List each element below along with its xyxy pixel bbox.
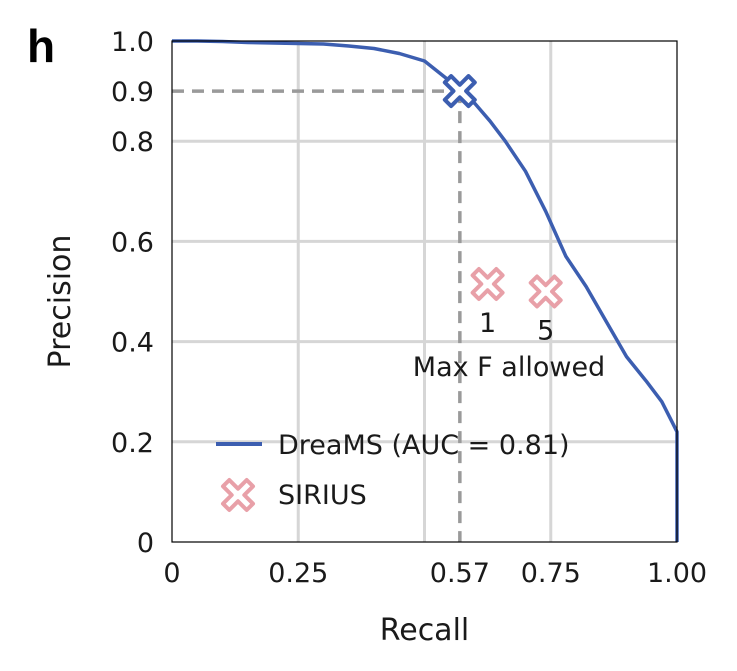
x-tick-labels: 0 0.25 0.57 0.75 1.00: [163, 558, 707, 589]
sirius-marker-1: [528, 274, 563, 309]
grid: [172, 41, 677, 542]
legend-label-dreams: DreaMS (AUC = 0.81): [278, 430, 570, 461]
y-tick-label-5: 0.9: [111, 77, 154, 108]
x-tick-label-0: 0: [163, 558, 180, 589]
y-tick-label-3: 0.6: [111, 227, 154, 258]
y-tick-label-6: 1.0: [111, 27, 154, 58]
sirius-marker-0: [470, 267, 505, 301]
y-tick-label-0: 0: [137, 528, 154, 559]
x-tick-label-3: 0.75: [521, 558, 581, 589]
series-layer: [172, 39, 679, 542]
x-tick-label-2: 0.57: [430, 558, 490, 589]
dreams-pr-curve: [172, 39, 679, 542]
guide-lines: [172, 89, 462, 542]
legend-sirius-cross: [221, 478, 255, 512]
legend-label-sirius: SIRIUS: [278, 480, 367, 511]
y-tick-label-4: 0.8: [111, 127, 154, 158]
y-tick-label-2: 0.4: [111, 328, 154, 359]
x-tick-label-1: 0.25: [268, 558, 328, 589]
sirius-marker-label-0: 1: [479, 308, 496, 339]
y-tick-label-1: 0.2: [111, 428, 154, 459]
y-axis-label: Precision: [43, 235, 78, 369]
legend-cross-swatch: [221, 478, 255, 512]
x-tick-label-4: 1.00: [647, 558, 707, 589]
max-f-cross-marker: [442, 74, 477, 109]
max-f-annotation: Max F allowed: [413, 352, 605, 383]
x-axis-label: Recall: [380, 613, 470, 648]
plot-frame: [171, 40, 678, 543]
y-tick-labels: 0 0.2 0.4 0.6 0.8 0.9 1.0: [111, 27, 154, 559]
panel-label: h: [27, 20, 55, 72]
sirius-marker-label-1: 5: [537, 316, 554, 347]
legend: DreaMS (AUC = 0.81) SIRIUS: [216, 430, 570, 512]
